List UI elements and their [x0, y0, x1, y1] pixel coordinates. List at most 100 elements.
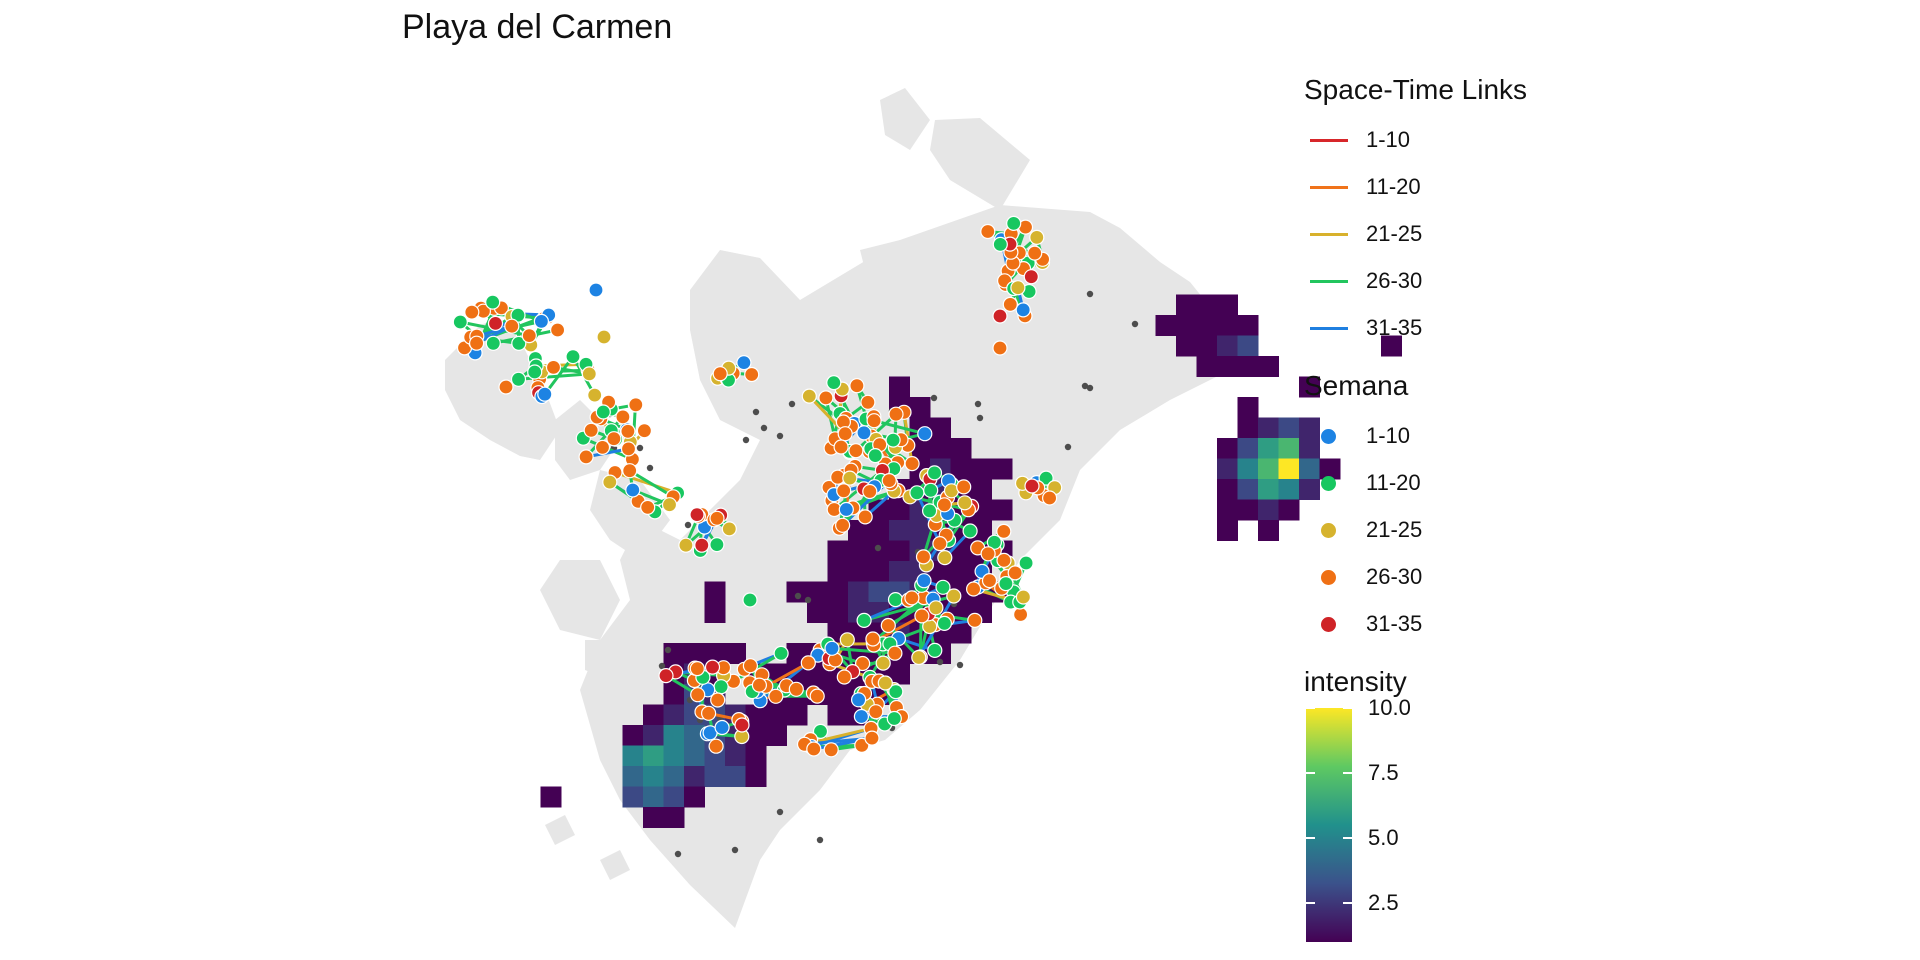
intensity-cell [1237, 499, 1259, 521]
intensity-cell [991, 458, 1013, 480]
semana-legend-label: 31-35 [1366, 611, 1423, 636]
case-point [511, 335, 527, 351]
case-point [862, 483, 878, 500]
background-point [674, 850, 682, 858]
intensity-cell [745, 704, 767, 726]
case-point [904, 590, 920, 606]
intensity-cell [1176, 315, 1197, 336]
links-legend-key [1304, 314, 1354, 342]
background-point [1064, 443, 1072, 451]
case-point [606, 431, 622, 447]
case-point [854, 655, 871, 672]
intensity-cell [704, 766, 726, 787]
case-point [860, 394, 876, 410]
dot-swatch-icon [1321, 476, 1336, 491]
links-legend-title: Space-Time Links [1304, 74, 1528, 105]
intensity-cell [643, 766, 664, 787]
case-point [916, 573, 932, 589]
background-point [936, 658, 944, 666]
case-point [596, 329, 612, 345]
case-point [812, 723, 829, 740]
intensity-cell [663, 745, 685, 767]
case-point [742, 658, 759, 674]
intensity-cell [889, 499, 910, 521]
semana-legend-title: Semana [1304, 370, 1409, 401]
case-point [1024, 478, 1040, 494]
case-point [854, 737, 870, 754]
intensity-cell [889, 663, 910, 685]
land-block [585, 640, 640, 680]
case-point [694, 537, 710, 553]
case-point [833, 439, 849, 455]
intensity-cell [704, 643, 726, 664]
case-point [620, 441, 637, 457]
case-point [864, 730, 880, 746]
case-point [521, 328, 537, 344]
case-point [751, 677, 768, 693]
intensity-legend-title: intensity [1304, 666, 1407, 697]
intensity-cell [1217, 335, 1238, 357]
case-point [510, 371, 527, 387]
intensity-cell [766, 704, 787, 726]
intensity-cell [663, 786, 685, 808]
background-point [788, 400, 796, 408]
case-point [689, 506, 705, 523]
intensity-cell [1217, 294, 1238, 316]
intensity-cell [1237, 335, 1259, 357]
case-point [885, 432, 901, 448]
intensity-cell [684, 766, 705, 787]
map-title: Playa del Carmen [402, 8, 673, 46]
case-point [957, 495, 973, 511]
intensity-cell [684, 725, 705, 746]
semana-legend-entry: 26-30 [1304, 563, 1422, 591]
intensity-cell [1278, 438, 1300, 459]
background-point [731, 846, 739, 854]
semana-legend-label: 11-20 [1366, 470, 1421, 495]
colorbar-tick-label: 10.0 [1368, 695, 1411, 720]
case-point [965, 581, 982, 597]
case-point [806, 741, 822, 757]
intensity-cell [827, 684, 849, 705]
intensity-cell [663, 807, 685, 828]
space-time-link [830, 646, 897, 655]
colorbar-tick-label: 2.5 [1368, 890, 1399, 915]
case-point [1007, 565, 1023, 581]
case-point [996, 552, 1012, 569]
intensity-cell [663, 684, 685, 705]
intensity-cell [1278, 499, 1300, 521]
intensity-cell [1237, 458, 1259, 480]
intensity-cell [663, 766, 685, 787]
semana-legend-key [1304, 610, 1354, 638]
case-point [936, 615, 953, 632]
intensity-cell [786, 704, 808, 726]
case-point [877, 675, 893, 691]
intensity-cell [1258, 458, 1279, 480]
case-point [636, 423, 653, 439]
case-point [834, 517, 851, 533]
intensity-cell [1258, 438, 1279, 459]
case-point [661, 497, 678, 513]
case-point [537, 386, 553, 402]
case-point [986, 534, 1003, 550]
line-swatch-icon [1310, 327, 1348, 330]
case-point [992, 340, 1008, 356]
intensity-cell [684, 786, 705, 808]
case-point [887, 591, 904, 608]
intensity-cell [848, 561, 869, 582]
case-point [469, 335, 485, 351]
case-point [921, 503, 938, 519]
semana-legend-key [1304, 422, 1354, 450]
links-legend-entry: 31-35 [1304, 314, 1422, 342]
intensity-cell [848, 540, 869, 562]
case-point [936, 497, 953, 513]
semana-legend-label: 26-30 [1366, 564, 1423, 589]
case-point [967, 612, 983, 629]
space-time-link [543, 355, 575, 396]
case-point [937, 549, 953, 566]
case-point [709, 536, 725, 553]
case-point [734, 717, 750, 733]
intensity-cell [971, 520, 992, 541]
case-point [700, 705, 717, 721]
background-point [776, 808, 784, 816]
case-point [1015, 589, 1032, 605]
